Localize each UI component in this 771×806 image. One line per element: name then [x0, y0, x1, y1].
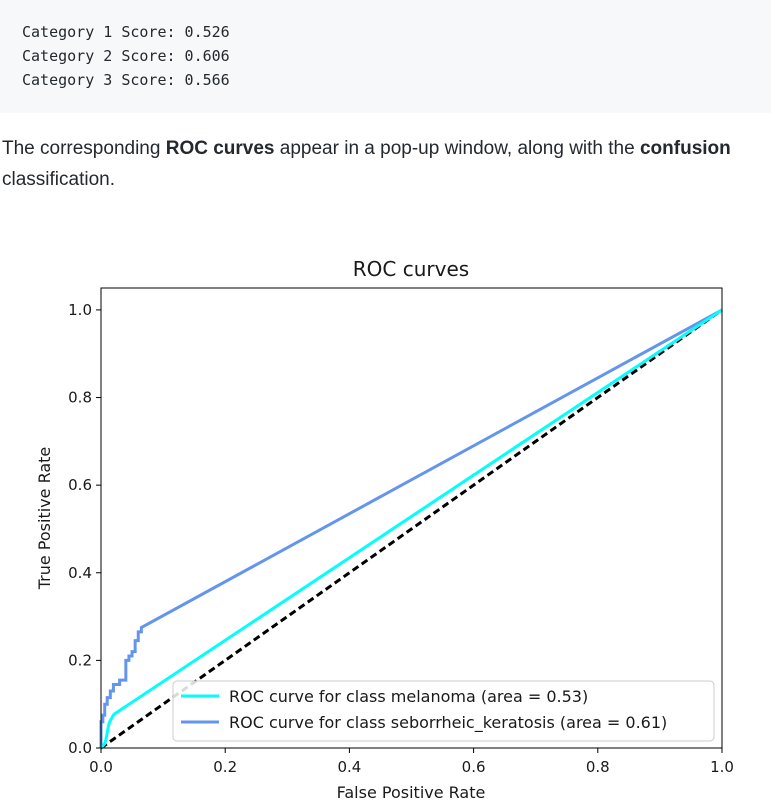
paragraph-line-1: The corresponding ROC curves appear in a…	[2, 133, 771, 164]
plot-area	[99, 308, 723, 750]
code-line-3: Category 3 Score: 0.566	[22, 71, 230, 89]
legend-label-seborrheic-keratosis: ROC curve for class seborrheic_keratosis…	[229, 713, 667, 733]
paragraph-line-2: classification.	[2, 169, 115, 190]
diagonal-reference-line	[100, 308, 723, 750]
roc-chart: ROC curves 0.0 0.2 0.4 0.6 0.8 1.00.00.20.40.…	[35, 257, 734, 802]
roc-line-melanoma	[99, 308, 723, 749]
y-axis-label: True Positive Rate	[35, 447, 54, 591]
x-tick-label: 0.0	[89, 758, 113, 776]
para-bold-confusion: confusion	[639, 138, 731, 159]
roc-line-seborrheic-keratosis	[99, 308, 723, 748]
x-axis-label: False Positive Rate	[337, 783, 486, 802]
y-tick-label: 1.0	[68, 301, 92, 319]
code-line-2: Category 2 Score: 0.606	[22, 47, 230, 65]
description-paragraph: The corresponding ROC curves appear in a…	[2, 133, 771, 195]
y-tick-label: 0.2	[68, 651, 92, 669]
para-text: The corresponding	[2, 138, 166, 159]
x-tick-label: 1.0	[710, 758, 734, 776]
para-bold-roc: ROC curves	[165, 138, 275, 159]
axis-ticks: 0.0 0.2 0.4 0.6 0.8 1.0 0.0 0.2 0.4 0.6 0.8 1.0	[68, 301, 734, 776]
y-tick-label: 0.0	[68, 739, 92, 757]
legend-box	[172, 680, 715, 742]
x-tick-label: 0.2	[213, 758, 237, 776]
code-output-block: Category 1 Score: 0.526 Category 2 Score…	[0, 0, 771, 113]
chart-title: ROC curves	[353, 257, 469, 281]
y-tick-label: 0.6	[68, 476, 92, 494]
y-tick-label: 0.8	[68, 389, 92, 407]
x-tick-label: 0.8	[586, 758, 610, 776]
x-tick-label: 0.4	[337, 758, 361, 776]
plot-frame	[100, 287, 723, 749]
legend: ROC curve for class melanoma (area = 0.5…	[172, 680, 715, 742]
x-tick-label: 0.6	[462, 758, 486, 776]
y-tick-label: 0.4	[68, 564, 92, 582]
code-line-1: Category 1 Score: 0.526	[22, 23, 230, 41]
para-text: appear in a pop-up window, along with th…	[274, 138, 640, 159]
legend-label-melanoma: ROC curve for class melanoma (area = 0.5…	[229, 687, 588, 706]
